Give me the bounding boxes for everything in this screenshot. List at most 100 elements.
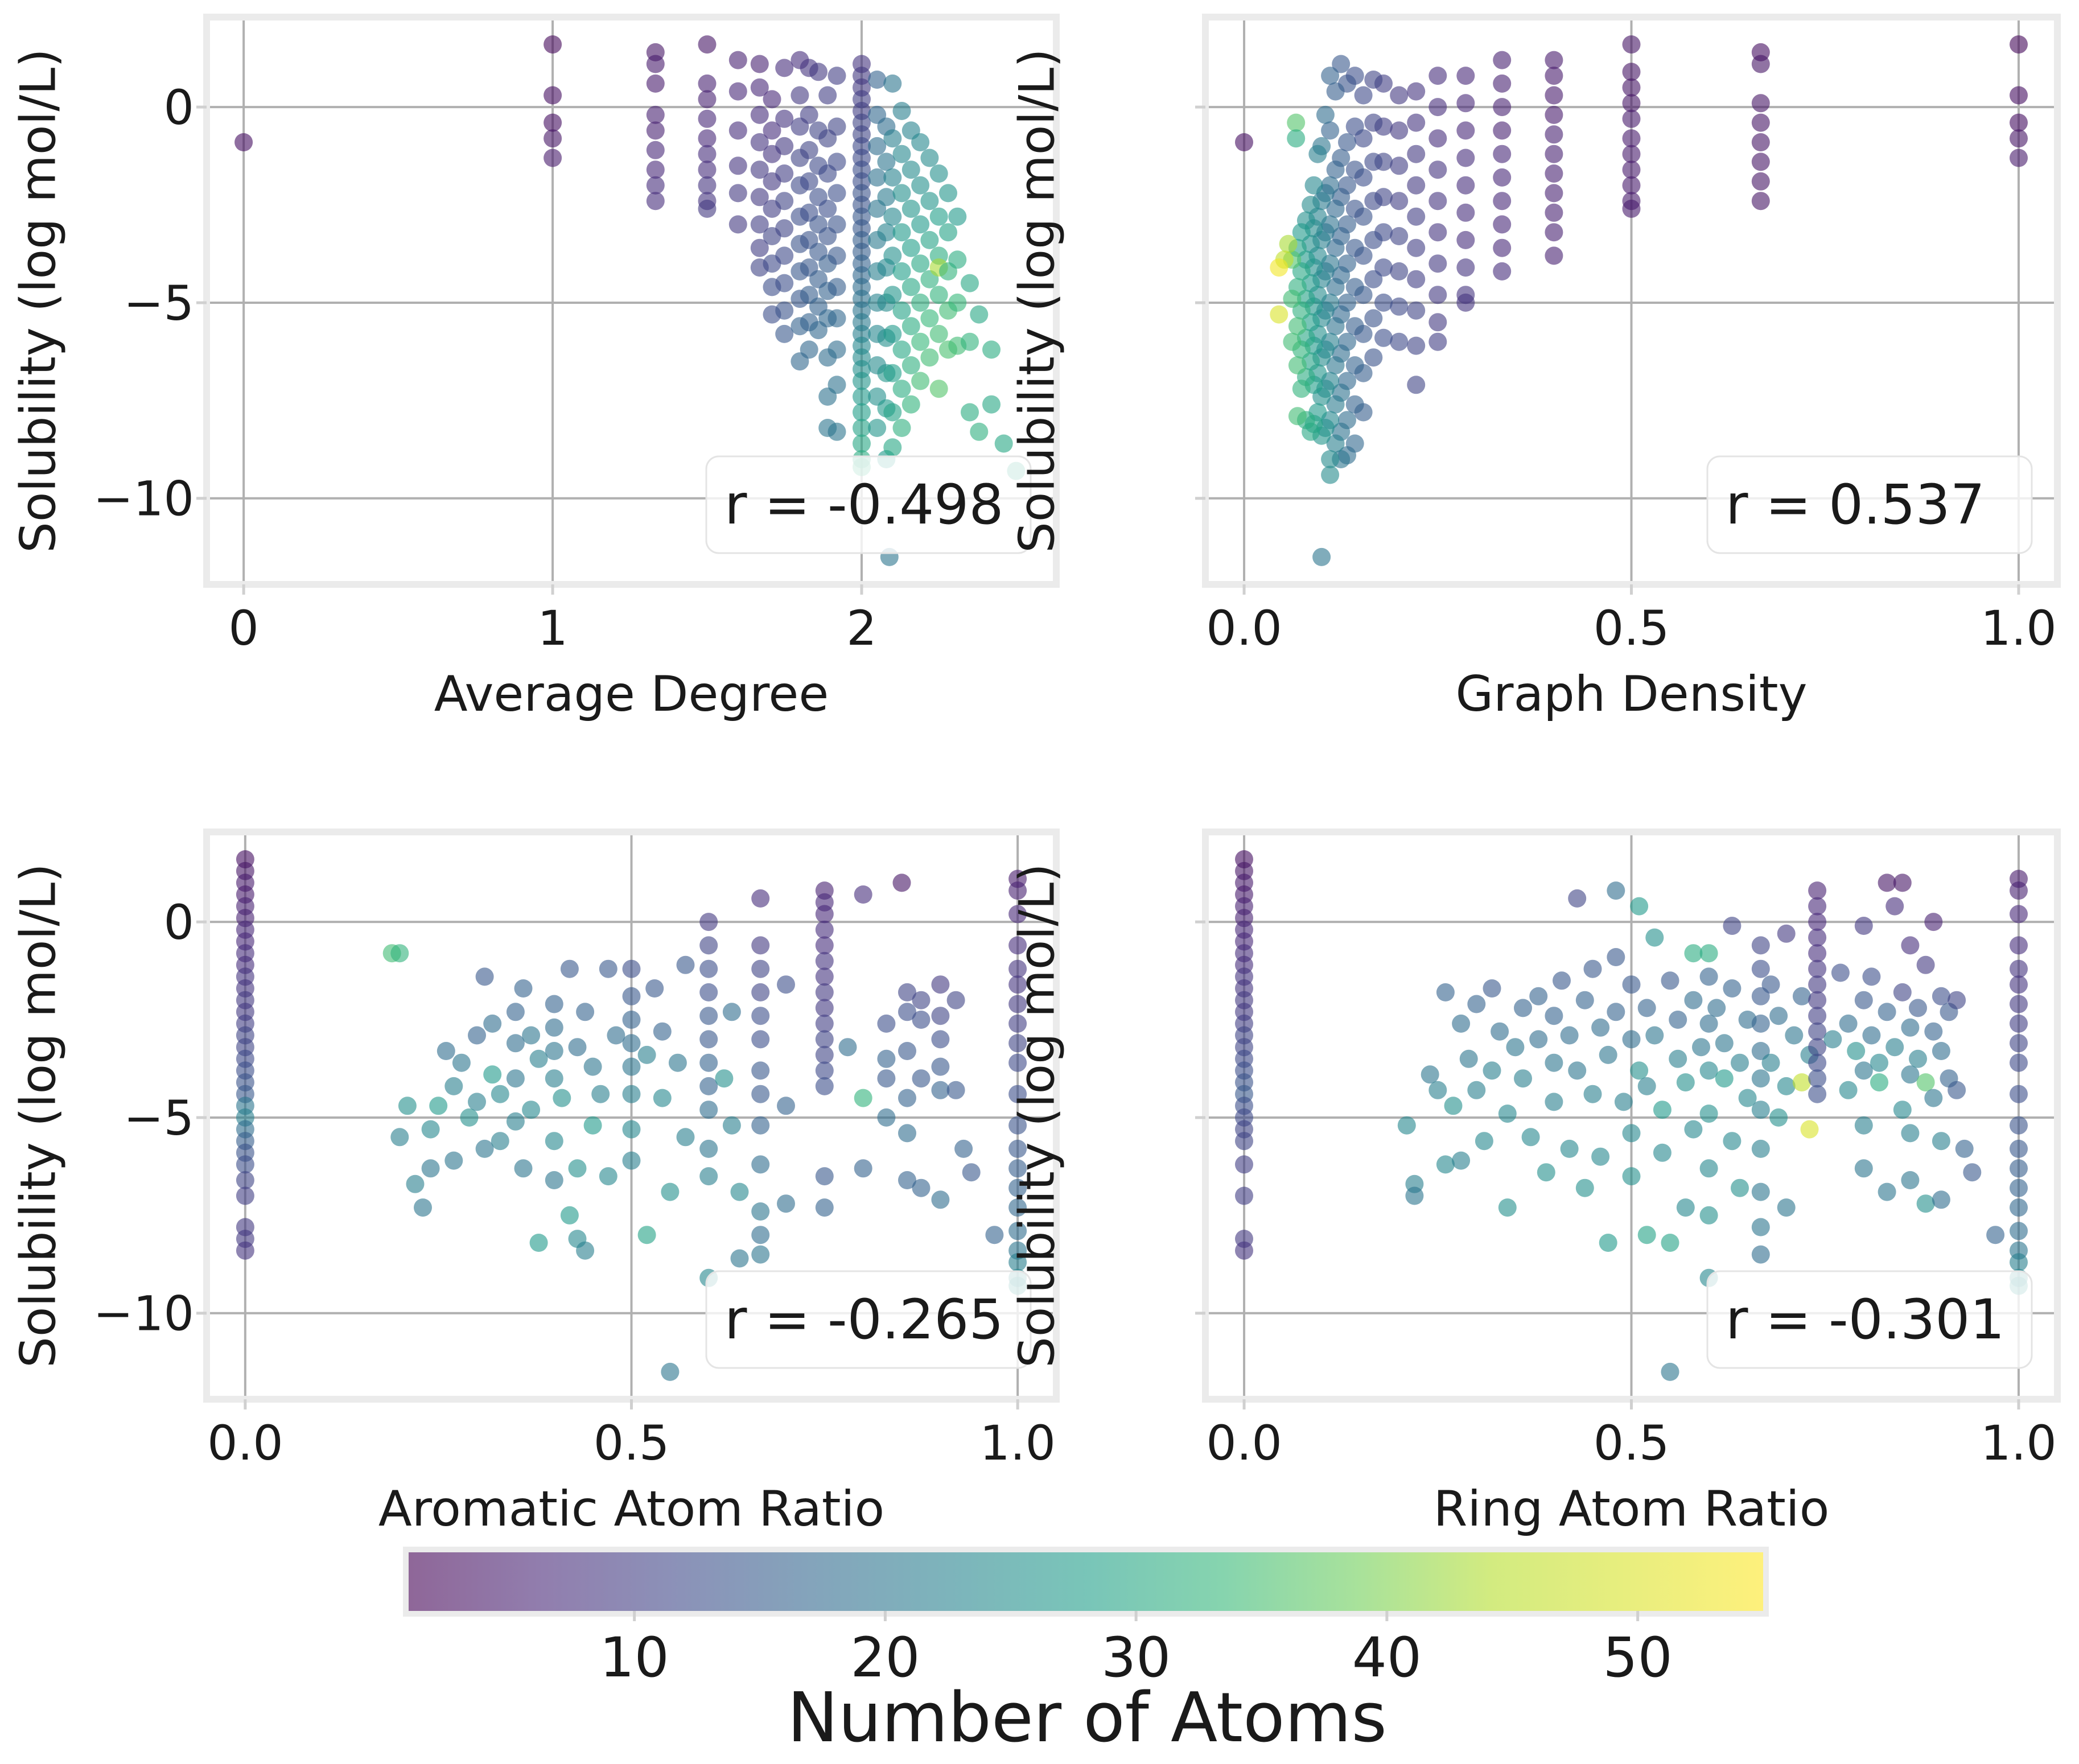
data-point xyxy=(698,90,717,109)
data-point xyxy=(1390,156,1409,175)
data-point xyxy=(390,944,409,963)
data-point xyxy=(1456,258,1475,277)
y-ticks: 0 −5 −10 xyxy=(93,80,207,527)
data-point xyxy=(1545,51,1563,69)
data-point xyxy=(775,324,794,343)
data-point xyxy=(1761,1053,1780,1072)
data-point xyxy=(1699,1104,1718,1123)
data-point xyxy=(1467,1081,1486,1099)
data-point xyxy=(545,1018,563,1037)
data-point xyxy=(1390,86,1409,105)
data-point xyxy=(1751,1014,1770,1033)
data-point xyxy=(1407,301,1426,320)
data-point xyxy=(750,78,769,97)
y-axis-label: Solubility (log mol/L) xyxy=(10,48,67,553)
data-point xyxy=(1545,184,1563,203)
data-point xyxy=(929,207,948,226)
data-point xyxy=(1345,199,1364,218)
data-point xyxy=(1456,230,1475,249)
data-point xyxy=(1456,67,1475,85)
panel-ring-atom-ratio: 0.0 0.5 1.0 Ring Atom Ratio Solubility (lo… xyxy=(1008,829,2061,1538)
data-point xyxy=(398,1097,417,1115)
data-point xyxy=(1622,975,1641,994)
data-point xyxy=(544,35,562,54)
data-point xyxy=(962,1163,981,1182)
scatter-points xyxy=(1235,850,2028,1381)
data-point xyxy=(698,129,717,148)
data-point xyxy=(1270,305,1288,324)
data-point xyxy=(818,86,837,105)
data-point xyxy=(1302,196,1320,214)
data-point xyxy=(1345,356,1364,374)
data-point xyxy=(1545,164,1563,183)
data-point xyxy=(1862,1026,1881,1045)
data-point xyxy=(2010,1139,2028,1158)
data-point xyxy=(1808,944,1827,963)
data-point xyxy=(1731,1053,1749,1072)
data-point xyxy=(2010,959,2028,978)
data-point xyxy=(2010,149,2028,167)
data-point xyxy=(622,1057,641,1076)
data-point xyxy=(483,1065,502,1084)
data-point xyxy=(750,105,769,124)
data-point xyxy=(1583,959,1602,978)
data-point xyxy=(1622,94,1641,113)
data-point xyxy=(1529,987,1548,1005)
x-tick-label: 2 xyxy=(846,600,876,656)
data-point xyxy=(763,90,781,109)
data-point xyxy=(2010,1178,2028,1197)
data-point xyxy=(506,1034,525,1053)
data-point xyxy=(775,164,794,183)
x-tick-label: 1.0 xyxy=(1981,600,2057,656)
data-point xyxy=(815,1014,834,1033)
data-point xyxy=(1008,959,1027,978)
data-point xyxy=(1751,172,1770,191)
data-point xyxy=(912,1011,931,1029)
data-point xyxy=(1545,203,1563,222)
data-point xyxy=(1483,1061,1501,1080)
data-point xyxy=(522,1101,541,1119)
data-point xyxy=(800,105,818,124)
data-point xyxy=(800,172,818,191)
data-point xyxy=(1235,1241,1253,1260)
data-point xyxy=(898,1003,916,1021)
colorbar: 10 20 30 40 50 Number of Atoms xyxy=(403,1547,1769,1758)
x-tick-label: 0 xyxy=(228,600,258,656)
data-point xyxy=(1630,897,1649,916)
data-point xyxy=(1326,160,1345,179)
data-point xyxy=(898,1124,916,1143)
data-point xyxy=(2010,1085,2028,1103)
data-point xyxy=(775,59,794,77)
data-point xyxy=(939,223,957,242)
data-point xyxy=(1893,1101,1912,1119)
data-point xyxy=(544,113,562,132)
data-point xyxy=(1622,35,1641,54)
data-point xyxy=(911,372,930,390)
y-tick-label: −5 xyxy=(123,275,194,331)
data-point xyxy=(982,395,1001,414)
data-point xyxy=(698,74,717,93)
data-point xyxy=(1622,1030,1641,1049)
data-point xyxy=(898,1042,916,1060)
data-point xyxy=(1283,332,1302,351)
data-point xyxy=(1692,1038,1710,1057)
x-tick-label: 0.5 xyxy=(594,1415,670,1471)
data-point xyxy=(1326,317,1345,336)
data-point xyxy=(1008,1034,1027,1053)
data-point xyxy=(920,230,939,249)
data-point xyxy=(1723,1132,1742,1151)
data-point xyxy=(622,987,641,1005)
data-point xyxy=(948,250,967,269)
data-point xyxy=(751,1202,770,1221)
data-point xyxy=(1545,223,1563,242)
data-point xyxy=(920,149,939,167)
data-point xyxy=(483,1014,502,1033)
data-point xyxy=(898,983,916,1001)
data-point xyxy=(1493,98,1512,117)
data-point xyxy=(1699,967,1718,986)
panel-average-degree: 0 1 2 0 −5 −10 Average Degree Solubility (lo… xyxy=(10,14,1060,723)
data-point xyxy=(1924,1089,1943,1107)
data-point xyxy=(853,434,871,453)
data-point xyxy=(1854,1061,1873,1080)
data-point xyxy=(1506,1038,1525,1057)
